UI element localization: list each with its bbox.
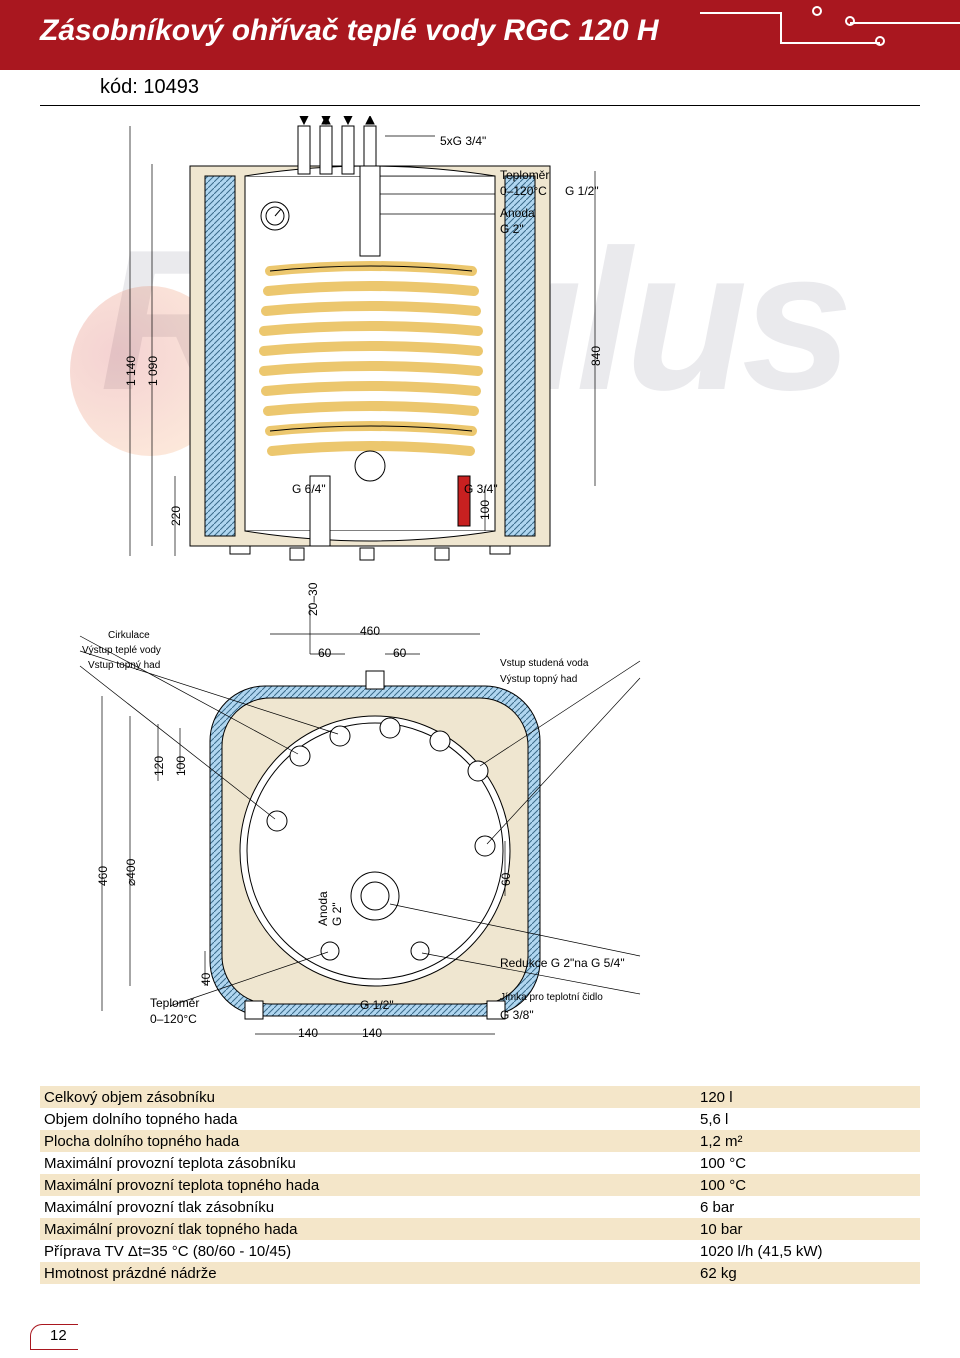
dim-2030: 20–30 — [306, 583, 320, 616]
spec-value: 100 °C — [700, 1177, 920, 1194]
spec-value: 100 °C — [700, 1155, 920, 1172]
header-decoration — [700, 0, 960, 70]
dim-140b: 140 — [362, 1026, 382, 1040]
label-redukce: Redukce G 2"na G 5/4" — [500, 956, 625, 970]
spec-row: Maximální provozní tlak topného hada10 b… — [40, 1218, 920, 1240]
product-code: kód: 10493 — [40, 70, 920, 106]
dim-100-b: 100 — [174, 756, 188, 776]
spec-value: 1020 l/h (41,5 kW) — [700, 1243, 920, 1260]
spec-label: Příprava TV Δt=35 °C (80/60 - 10/45) — [40, 1243, 700, 1260]
dim-1140: 1 140 — [124, 356, 138, 386]
spec-row: Celkový objem zásobníku120 l — [40, 1086, 920, 1108]
dim-840: 840 — [589, 346, 603, 366]
spec-row: Hmotnost prázdné nádrže62 kg — [40, 1262, 920, 1284]
label-anoda2: Anoda — [316, 891, 330, 926]
label-g12: G 1/2" — [360, 998, 394, 1012]
label-vstup-th: Vstup topný had — [88, 660, 160, 671]
dim-460-left: 460 — [96, 866, 110, 886]
label-vystup-tv: Výstup teplé vody — [82, 645, 161, 656]
label-cirkulace: Cirkulace — [108, 630, 150, 641]
spec-table: Celkový objem zásobníku120 lObjem dolníh… — [40, 1086, 920, 1284]
dim-100: 100 — [478, 500, 492, 520]
spec-label: Maximální provozní teplota zásobníku — [40, 1155, 700, 1172]
spec-row: Maximální provozní teplota topného hada1… — [40, 1174, 920, 1196]
spec-row: Příprava TV Δt=35 °C (80/60 - 10/45)1020… — [40, 1240, 920, 1262]
dim-60a: 60 — [318, 646, 331, 660]
spec-label: Celkový objem zásobníku — [40, 1089, 700, 1106]
spec-label: Objem dolního topného hada — [40, 1111, 700, 1128]
spec-value: 62 kg — [700, 1265, 920, 1282]
dim-1090: 1 090 — [146, 356, 160, 386]
label-anoda: Anoda — [500, 206, 535, 220]
label-teplomer-g: G 1/2" — [565, 184, 599, 198]
header-bar: Zásobníkový ohřívač teplé vody RGC 120 H — [0, 0, 960, 70]
spec-value: 1,2 m² — [700, 1133, 920, 1150]
dim-60b: 60 — [393, 646, 406, 660]
spec-row: Maximální provozní tlak zásobníku6 bar — [40, 1196, 920, 1218]
label-teplomer2: Teploměr — [150, 996, 199, 1010]
spec-label: Plocha dolního topného hada — [40, 1133, 700, 1150]
spec-value: 5,6 l — [700, 1111, 920, 1128]
label-vystup-th: Výstup topný had — [500, 674, 577, 685]
label-g64: G 6/4" — [292, 482, 326, 496]
dim-460-top: 460 — [360, 624, 380, 638]
dim-40: 40 — [199, 973, 213, 986]
spec-value: 10 bar — [700, 1221, 920, 1238]
label-g38: G 3/8" — [500, 1008, 534, 1022]
label-g34: G 3/4" — [464, 482, 498, 496]
label-teplomer-range: 0–120°C — [500, 184, 547, 198]
diagram-area: Regulus — [40, 116, 920, 1076]
dim-60c: 60 — [499, 873, 513, 886]
dim-220: 220 — [169, 506, 183, 526]
label-anoda2-g: G 2" — [330, 902, 344, 926]
dim-400: ⌀400 — [124, 859, 138, 886]
label-teplomer2-range: 0–120°C — [150, 1012, 197, 1026]
dim-140a: 140 — [298, 1026, 318, 1040]
spec-label: Maximální provozní tlak zásobníku — [40, 1199, 700, 1216]
label-jimka: Jímka pro teplotní čidlo — [500, 992, 603, 1003]
spec-value: 120 l — [700, 1089, 920, 1106]
spec-row: Objem dolního topného hada5,6 l — [40, 1108, 920, 1130]
spec-label: Hmotnost prázdné nádrže — [40, 1265, 700, 1282]
spec-row: Maximální provozní teplota zásobníku100 … — [40, 1152, 920, 1174]
spec-label: Maximální provozní tlak topného hada — [40, 1221, 700, 1238]
label-anoda-g: G 2" — [500, 222, 524, 236]
dim-120: 120 — [152, 756, 166, 776]
spec-value: 6 bar — [700, 1199, 920, 1216]
label-vstup-sv: Vstup studená voda — [500, 658, 588, 669]
spec-label: Maximální provozní teplota topného hada — [40, 1177, 700, 1194]
spec-row: Plocha dolního topného hada1,2 m² — [40, 1130, 920, 1152]
label-teplomer: Teploměr — [500, 168, 549, 182]
page-number: 12 — [50, 1327, 67, 1344]
label-5xg: 5xG 3/4" — [440, 134, 486, 148]
